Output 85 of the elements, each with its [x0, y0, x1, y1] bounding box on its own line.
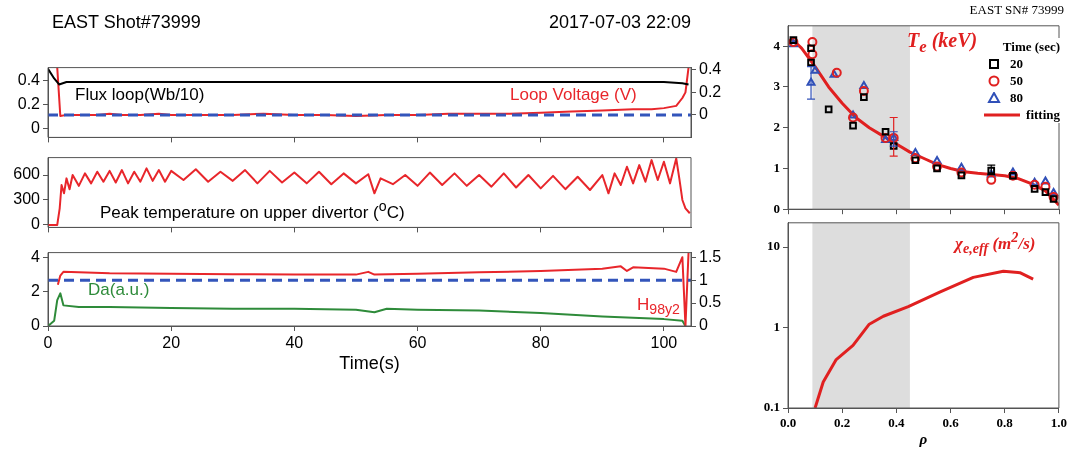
- series-label: Loop Voltage (V): [510, 85, 637, 104]
- x-tick-label: 40: [285, 334, 304, 352]
- legend-label: fitting: [1026, 106, 1060, 123]
- legend-label: 20: [1010, 55, 1024, 72]
- series-label: Flux loop(Wb/10): [75, 85, 205, 104]
- y-tick-label: 4: [31, 247, 41, 265]
- x-axis-title: Time(s): [339, 353, 400, 374]
- point: [956, 167, 967, 178]
- x-tick-label: 0: [43, 334, 53, 352]
- y-tick-label: 1: [773, 159, 780, 175]
- point: [1030, 184, 1039, 193]
- point: [1008, 167, 1018, 176]
- point: [807, 58, 815, 67]
- point: [889, 142, 898, 150]
- point: [881, 127, 890, 136]
- point: [910, 147, 920, 156]
- annotation: T$_{e}$ (keV): [907, 29, 978, 56]
- point: [1040, 181, 1051, 192]
- point: [1029, 179, 1040, 190]
- chart-title: EAST SN# 73999: [969, 2, 1064, 17]
- y2-tick-label: 0.2: [699, 82, 722, 100]
- point: [1040, 176, 1050, 185]
- x-tick-label: 0.6: [942, 415, 960, 431]
- y-tick-label: 0: [31, 316, 41, 334]
- y-tick-label: 0.2: [17, 95, 41, 113]
- series-label: Da(a.u.): [88, 280, 150, 299]
- x-tick-label: 0.8: [996, 415, 1014, 431]
- annotation: χ$_{e,eff}$ (m$^{2}$/s): [955, 229, 1036, 257]
- chart-title: EAST Shot#73999: [52, 12, 201, 32]
- point: [848, 110, 858, 119]
- point: [986, 174, 997, 185]
- y-tick-label: 0.4: [17, 71, 41, 89]
- y-tick-label: 0.1: [763, 399, 780, 415]
- y2-tick-label: 0.5: [699, 293, 722, 311]
- y2-tick-label: 1.5: [699, 247, 722, 265]
- y-tick-label: 4: [773, 37, 781, 53]
- y-tick-label: 0: [31, 119, 41, 137]
- x-tick-label: 80: [531, 334, 550, 352]
- y-tick-label: 300: [13, 190, 41, 208]
- y2-tick-label: 0: [699, 105, 708, 123]
- point: [1041, 188, 1050, 196]
- x-tick-label: 0.2: [834, 415, 851, 431]
- point: [824, 105, 833, 114]
- y-tick-label: 10: [767, 238, 780, 254]
- y-tick-label: 0: [31, 215, 41, 233]
- chart-subtitle: 2017-07-03 22:09: [548, 12, 691, 32]
- x-axis-title: ρ: [918, 430, 928, 447]
- x-tick-label: 60: [408, 334, 427, 352]
- series-label: H$_{98y2}$: [637, 295, 680, 318]
- point: [1049, 195, 1058, 203]
- y2-tick-label: 0.4: [699, 60, 722, 78]
- point: [932, 156, 942, 165]
- point: [956, 162, 966, 171]
- point: [807, 49, 818, 60]
- x-tick-label: 0.4: [888, 415, 905, 431]
- legend-title: Time (sec): [1001, 38, 1060, 55]
- y-tick-label: 0: [773, 200, 780, 216]
- y-tick-label: 2: [773, 119, 780, 135]
- y-tick-label: 1: [773, 318, 780, 334]
- point: [807, 37, 818, 48]
- x-tick-label: 100: [650, 334, 678, 352]
- x-tick-label: 1.0: [1050, 415, 1067, 431]
- y-tick-label: 3: [773, 78, 781, 94]
- point: [849, 121, 857, 130]
- point: [860, 93, 868, 101]
- point: [957, 171, 966, 180]
- y2-tick-label: 1: [699, 270, 708, 288]
- point: [1049, 187, 1059, 196]
- legend-label: 50: [1010, 72, 1024, 89]
- y-tick-label: 600: [13, 165, 41, 183]
- series-label: Peak temperature on upper divertor ($^{o}$C): [100, 198, 405, 222]
- x-tick-label: 20: [162, 334, 181, 352]
- y-tick-label: 2: [31, 282, 41, 300]
- point: [806, 77, 816, 86]
- point: [859, 81, 869, 90]
- point: [848, 112, 859, 123]
- legend-label: 80: [1010, 89, 1024, 106]
- point: [789, 36, 798, 44]
- point: [810, 65, 820, 74]
- x-tick-label: 0.0: [779, 415, 797, 431]
- point: [1048, 191, 1059, 202]
- y2-tick-label: 0: [699, 316, 708, 334]
- point: [858, 86, 869, 97]
- point: [1030, 177, 1040, 186]
- point: [807, 44, 815, 53]
